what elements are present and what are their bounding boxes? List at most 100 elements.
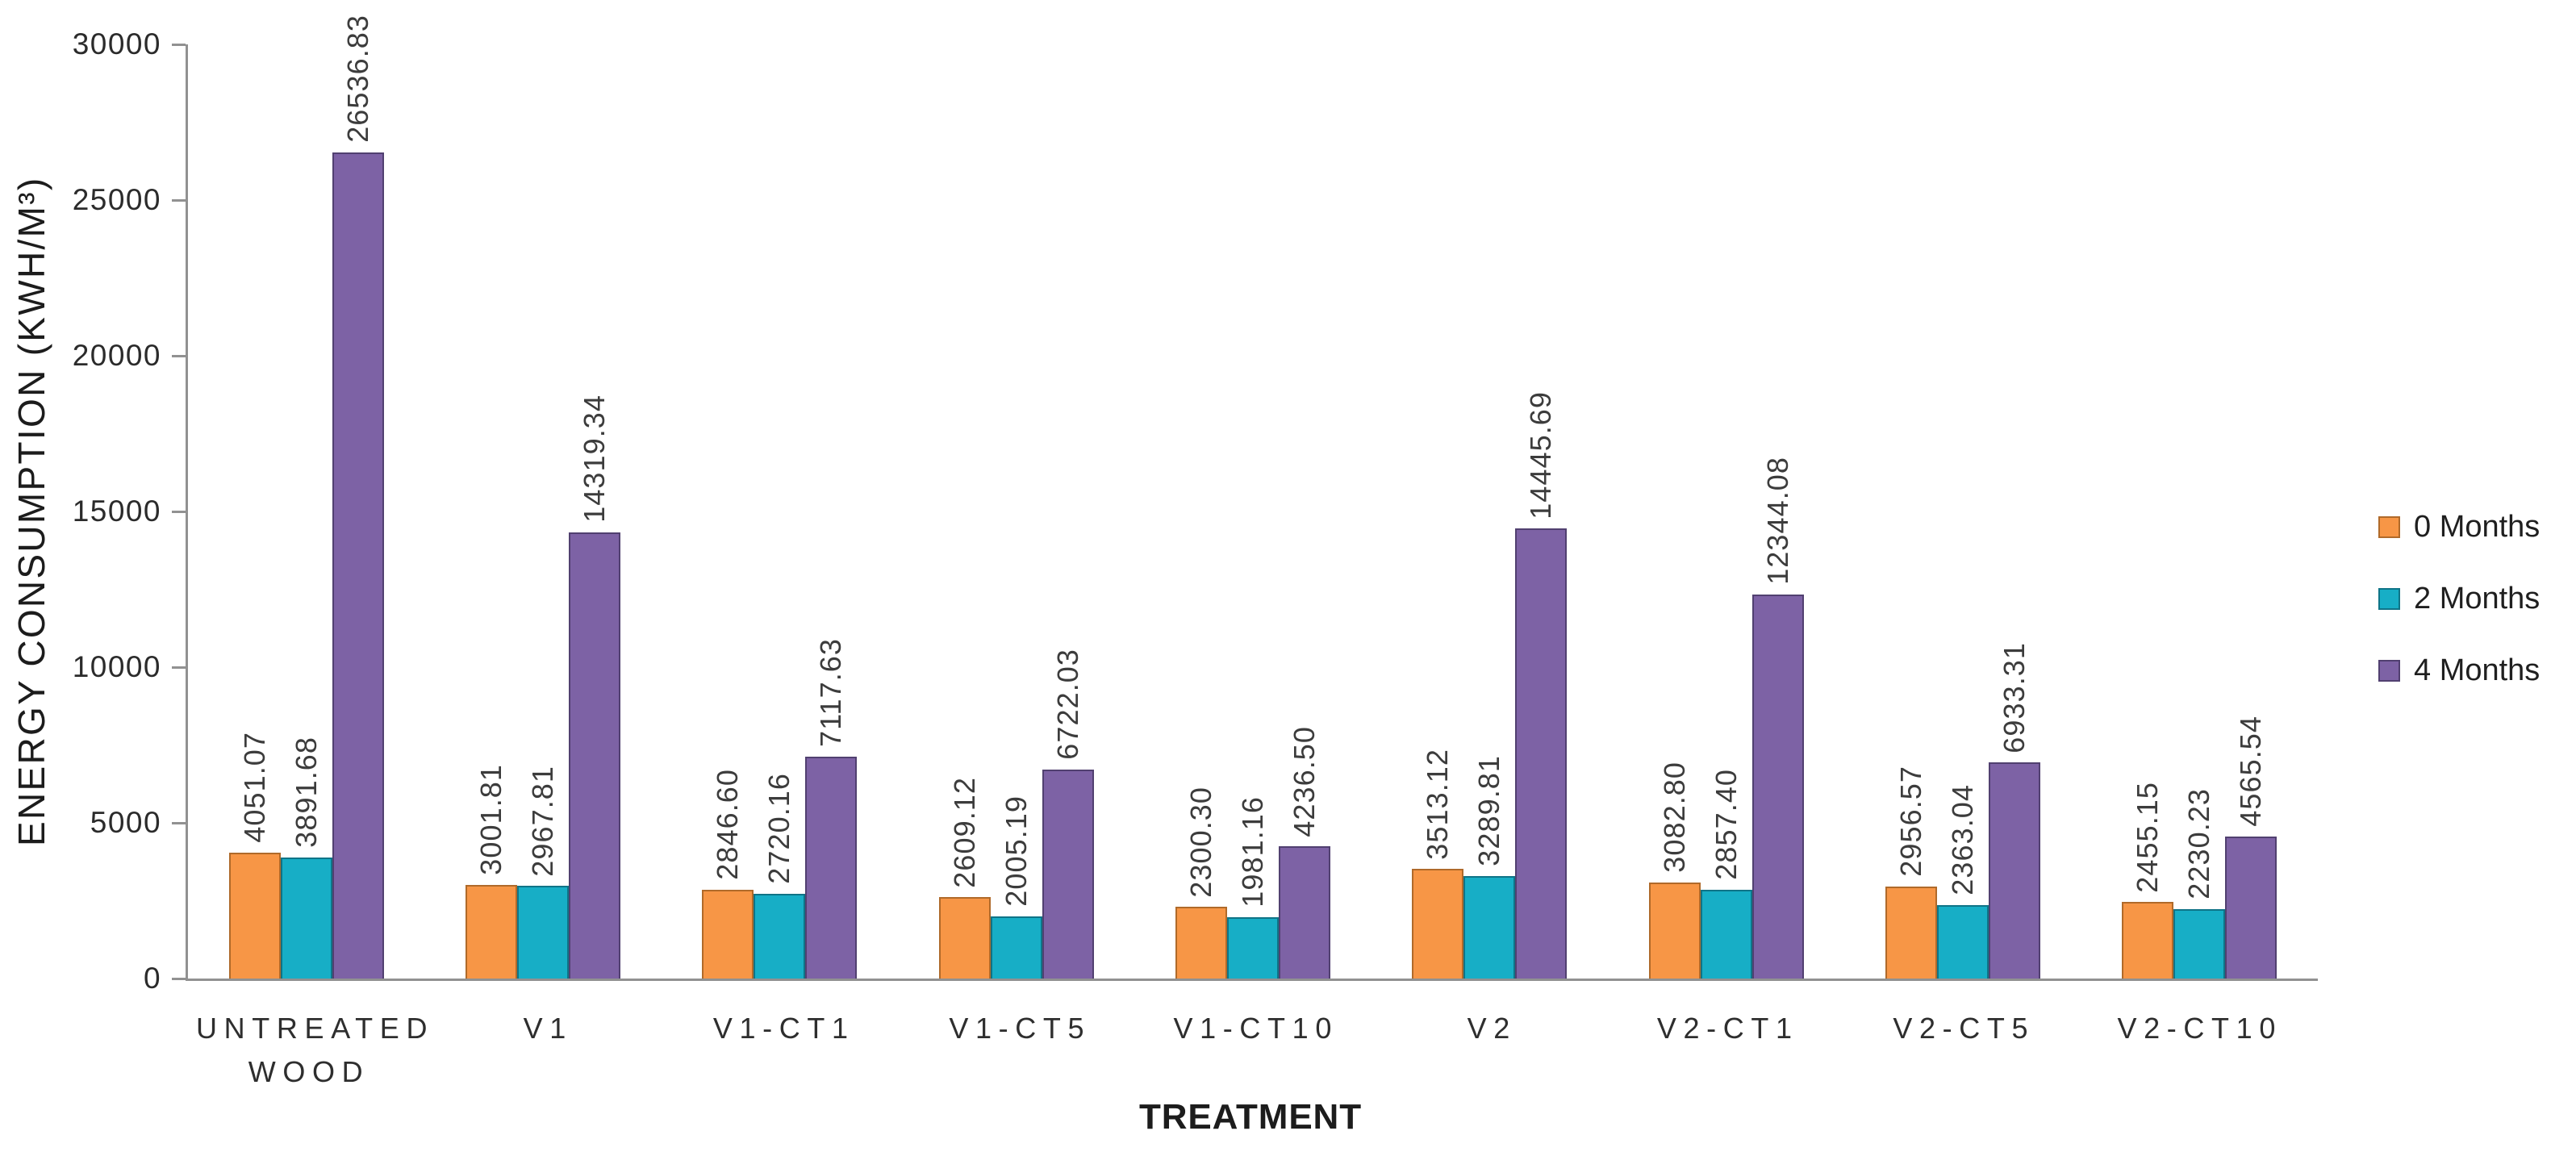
x-category-label-v2-ct10: V2-CT10 xyxy=(2082,1007,2319,1094)
bar-2-months-v2-ct10: 2230.23 xyxy=(2173,788,2226,979)
y-tick-mark-15000 xyxy=(172,511,186,513)
bar-0-months-v2-ct10: 2455.15 xyxy=(2122,782,2174,979)
y-tick-mark-25000 xyxy=(172,199,186,202)
bar-2-months-v1-ct10: 1981.16 xyxy=(1226,796,1279,979)
data-label: 2956.57 xyxy=(1893,766,1927,877)
bar-group-v2-ct5: 2956.57 2363.04 6933.31 xyxy=(1844,44,2081,979)
data-label: 2846.60 xyxy=(711,769,745,881)
x-category-label-v1-ct5: V1-CT5 xyxy=(902,1007,1138,1094)
data-label: 2005.19 xyxy=(999,795,1033,907)
data-label: 14319.34 xyxy=(577,394,611,524)
x-category-text: UNTREATED WOOD xyxy=(196,1012,435,1088)
data-label: 2230.23 xyxy=(2182,788,2216,899)
y-tick-mark-10000 xyxy=(172,666,186,669)
bar-4-months-v1-ct5: 6722.03 xyxy=(1042,649,1094,979)
y-tick-label-20000: 20000 xyxy=(72,339,161,372)
x-category-text: V2-CT5 xyxy=(1893,1012,2035,1045)
x-category-text: V1-CT5 xyxy=(949,1012,1092,1045)
y-tick-label-15000: 15000 xyxy=(72,495,161,528)
x-category-label-untreated-wood: UNTREATED WOOD xyxy=(188,1007,430,1094)
bar-2-months-v1-ct5: 2005.19 xyxy=(990,795,1042,979)
data-label: 3513.12 xyxy=(1421,748,1455,860)
bar-group-v1-ct1: 2846.60 2720.16 7117.63 xyxy=(662,44,898,979)
x-category-label-v2: V2 xyxy=(1374,1007,1610,1094)
x-category-text: V2 xyxy=(1467,1012,1517,1045)
y-tick-label-0: 0 xyxy=(143,962,161,995)
data-label: 3289.81 xyxy=(1472,755,1506,867)
x-category-text: V1-CT1 xyxy=(712,1012,855,1045)
bar-0-months-v1-ct1: 2846.60 xyxy=(702,769,754,979)
x-axis-title: TREATMENT xyxy=(1139,1097,1362,1137)
legend-label-4-months: 4 Months xyxy=(2414,653,2541,687)
data-label: 3891.68 xyxy=(289,737,323,848)
bar-groups-container: 4051.07 3891.68 26536.83 3001.81 2967.81 1431… xyxy=(188,15,2318,979)
data-label: 1981.16 xyxy=(1235,795,1269,908)
bar-0-months-v2-ct1: 3082.80 xyxy=(1648,762,1701,979)
bar-4-months-v2-ct1: 12344.08 xyxy=(1751,457,1804,979)
bar-group-v2: 3513.12 3289.81 14445.69 xyxy=(1372,44,1608,979)
bar-group-untreated-wood: 4051.07 3891.68 26536.83 xyxy=(188,15,424,979)
y-tick-label-30000: 30000 xyxy=(72,27,161,61)
bar-group-v2-ct1: 3082.80 2857.40 12344.08 xyxy=(1608,44,1844,979)
data-label: 4565.54 xyxy=(2234,716,2268,827)
bar-0-months-v1: 3001.81 xyxy=(465,764,517,979)
data-label: 12344.08 xyxy=(1760,456,1794,585)
bar-group-v1: 3001.81 2967.81 14319.34 xyxy=(424,44,661,979)
data-label: 26536.83 xyxy=(340,14,374,143)
y-tick-mark-30000 xyxy=(172,44,186,46)
data-label: 2720.16 xyxy=(762,773,796,885)
data-label: 2967.81 xyxy=(525,765,559,877)
data-label: 2609.12 xyxy=(947,776,981,888)
data-label: 4236.50 xyxy=(1287,725,1321,837)
x-category-text: V2-CT10 xyxy=(2117,1012,2283,1045)
y-tick-label-10000: 10000 xyxy=(72,650,161,683)
bar-0-months-v2-ct5: 2956.57 xyxy=(1885,766,1937,979)
y-tick-mark-20000 xyxy=(172,355,186,357)
bar-4-months-v2-ct5: 6933.31 xyxy=(1988,642,2040,979)
y-tick-label-5000: 5000 xyxy=(90,806,161,839)
bar-2-months-v2: 3289.81 xyxy=(1463,755,1516,979)
bar-4-months-v1: 14319.34 xyxy=(568,394,620,979)
y-tick-label-25000: 25000 xyxy=(72,183,161,216)
x-category-label-v2-ct5: V2-CT5 xyxy=(1846,1007,2082,1094)
data-label: 4051.07 xyxy=(237,731,271,843)
bar-0-months-v1-ct5: 2609.12 xyxy=(938,777,991,979)
data-label: 3082.80 xyxy=(1657,762,1691,874)
legend-item-2-months: 2 Months xyxy=(2378,582,2540,616)
x-category-label-v1-ct1: V1-CT1 xyxy=(666,1007,903,1094)
plot-area xyxy=(186,44,2318,981)
bar-2-months-untreated-wood: 3891.68 xyxy=(280,737,332,979)
data-label: 2300.30 xyxy=(1184,786,1217,898)
data-label: 14445.69 xyxy=(1524,390,1558,520)
bar-2-months-v2-ct1: 2857.40 xyxy=(1700,769,1752,979)
bar-4-months-v2: 14445.69 xyxy=(1515,391,1568,979)
legend: 0 Months 2 Months 4 Months xyxy=(2378,510,2540,688)
x-category-label-v1-ct10: V1-CT10 xyxy=(1138,1007,1375,1094)
x-category-label-v2-ct1: V2-CT1 xyxy=(1610,1007,1847,1094)
bar-2-months-v1-ct1: 2720.16 xyxy=(754,773,806,979)
x-axis-category-labels: UNTREATED WOOD V1 V1-CT1 V1-CT5 V1-CT10 V2 V2-… xyxy=(188,1007,2318,1094)
legend-swatch-4-months xyxy=(2378,660,2400,682)
x-category-text: V1-CT10 xyxy=(1173,1012,1339,1045)
data-label: 2857.40 xyxy=(1709,769,1743,880)
x-category-text: V1 xyxy=(523,1012,573,1045)
legend-label-0-months: 0 Months xyxy=(2414,510,2541,544)
x-category-text: V2-CT1 xyxy=(1656,1012,1799,1045)
x-category-label-v1: V1 xyxy=(430,1007,666,1094)
y-tick-mark-5000 xyxy=(172,822,186,824)
bar-group-v2-ct10: 2455.15 2230.23 4565.54 xyxy=(2081,44,2318,979)
y-tick-mark-0 xyxy=(172,978,186,980)
data-label: 6722.03 xyxy=(1050,648,1084,760)
data-label: 6933.31 xyxy=(1997,641,2031,753)
legend-item-0-months: 0 Months xyxy=(2378,510,2540,545)
bar-4-months-v1-ct1: 7117.63 xyxy=(805,638,858,979)
legend-label-2-months: 2 Months xyxy=(2414,582,2541,616)
bar-2-months-v2-ct5: 2363.04 xyxy=(1936,784,1989,979)
legend-swatch-2-months xyxy=(2378,588,2400,610)
data-label: 3001.81 xyxy=(474,764,507,876)
bar-4-months-v1-ct10: 4236.50 xyxy=(1278,726,1330,979)
bar-0-months-v2: 3513.12 xyxy=(1412,749,1464,979)
bar-2-months-v1: 2967.81 xyxy=(516,766,569,979)
legend-swatch-0-months xyxy=(2378,516,2400,538)
